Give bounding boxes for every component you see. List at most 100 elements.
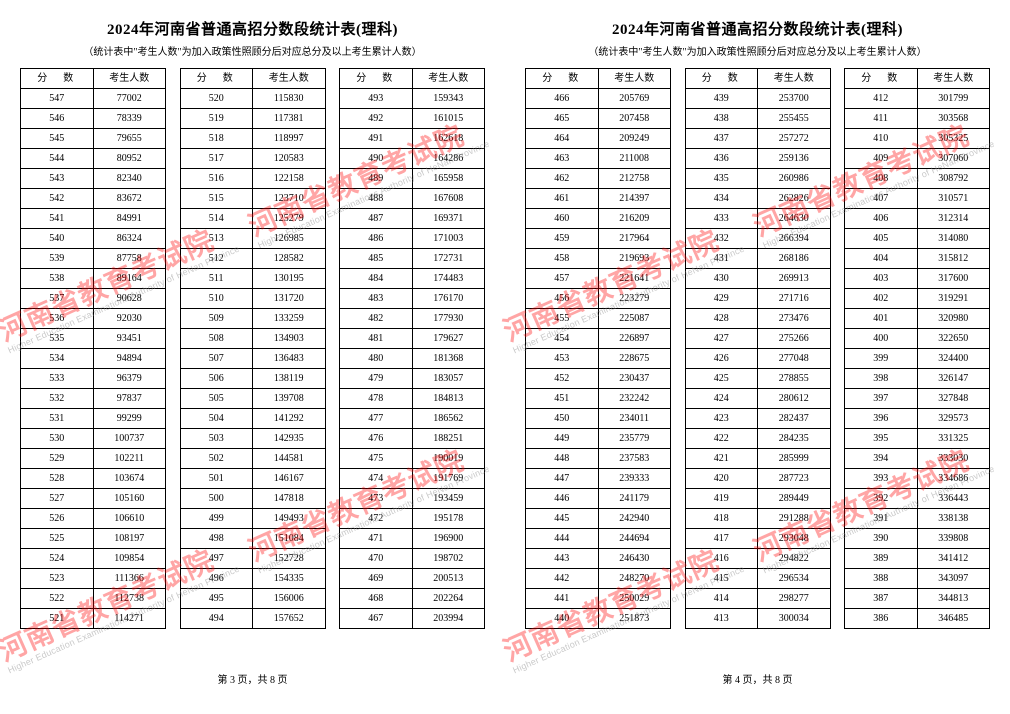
count-cell: 109854 <box>93 549 166 569</box>
table-row: 522112738 <box>21 589 166 609</box>
score-cell: 496 <box>180 569 253 589</box>
score-cell: 515 <box>180 189 253 209</box>
score-cell: 398 <box>845 369 918 389</box>
col-score-header: 分 数 <box>340 69 413 89</box>
col-count-header: 考生人数 <box>917 69 990 89</box>
table-row: 464209249 <box>526 129 671 149</box>
score-cell: 489 <box>340 169 413 189</box>
table-row: 402319291 <box>845 289 990 309</box>
score-cell: 419 <box>685 489 758 509</box>
table-row: 54777002 <box>21 89 166 109</box>
table-row: 514125279 <box>180 209 325 229</box>
table-row: 447239333 <box>526 469 671 489</box>
score-cell: 468 <box>340 589 413 609</box>
score-cell: 474 <box>340 469 413 489</box>
count-cell: 128582 <box>253 249 326 269</box>
score-cell: 423 <box>685 409 758 429</box>
count-cell: 315812 <box>917 249 990 269</box>
count-cell: 226897 <box>598 329 671 349</box>
table-row: 466205769 <box>526 89 671 109</box>
count-cell: 125279 <box>253 209 326 229</box>
count-cell: 346485 <box>917 609 990 629</box>
score-table: 分 数考生人数520115830519117381518118997517120… <box>180 68 326 629</box>
count-cell: 93451 <box>93 329 166 349</box>
table-row: 396329573 <box>845 409 990 429</box>
count-cell: 289449 <box>758 489 831 509</box>
score-cell: 528 <box>21 469 94 489</box>
count-cell: 141292 <box>253 409 326 429</box>
table-row: 529102211 <box>21 449 166 469</box>
count-cell: 151084 <box>253 529 326 549</box>
table-row: 483176170 <box>340 289 485 309</box>
page-title: 2024年河南省普通高招分数段统计表(理科) <box>20 18 485 39</box>
score-cell: 438 <box>685 109 758 129</box>
count-cell: 327848 <box>917 389 990 409</box>
score-cell: 460 <box>526 209 599 229</box>
table-row: 503142935 <box>180 429 325 449</box>
col-score-header: 分 数 <box>21 69 94 89</box>
table-row: 460216209 <box>526 209 671 229</box>
table-row: 53790628 <box>21 289 166 309</box>
count-cell: 112738 <box>93 589 166 609</box>
table-row: 54086324 <box>21 229 166 249</box>
score-cell: 430 <box>685 269 758 289</box>
count-cell: 255455 <box>758 109 831 129</box>
count-cell: 223279 <box>598 289 671 309</box>
table-row: 421285999 <box>685 449 830 469</box>
count-cell: 264630 <box>758 209 831 229</box>
score-cell: 461 <box>526 189 599 209</box>
table-row: 465207458 <box>526 109 671 129</box>
score-cell: 475 <box>340 449 413 469</box>
score-cell: 541 <box>21 209 94 229</box>
count-cell: 114271 <box>93 609 166 629</box>
score-cell: 534 <box>21 349 94 369</box>
count-cell: 139708 <box>253 389 326 409</box>
count-cell: 294822 <box>758 549 831 569</box>
table-row: 491162618 <box>340 129 485 149</box>
table-row: 453228675 <box>526 349 671 369</box>
table-row: 476188251 <box>340 429 485 449</box>
table-row: 461214397 <box>526 189 671 209</box>
score-cell: 519 <box>180 109 253 129</box>
count-cell: 329573 <box>917 409 990 429</box>
count-cell: 338138 <box>917 509 990 529</box>
count-cell: 336443 <box>917 489 990 509</box>
count-cell: 291288 <box>758 509 831 529</box>
score-cell: 538 <box>21 269 94 289</box>
count-cell: 339808 <box>917 529 990 549</box>
count-cell: 82340 <box>93 169 166 189</box>
count-cell: 232242 <box>598 389 671 409</box>
count-cell: 120583 <box>253 149 326 169</box>
score-cell: 529 <box>21 449 94 469</box>
count-cell: 83672 <box>93 189 166 209</box>
count-cell: 130195 <box>253 269 326 289</box>
count-cell: 86324 <box>93 229 166 249</box>
score-cell: 453 <box>526 349 599 369</box>
score-table: 分 数考生人数439253700438255455437257272436259… <box>685 68 831 629</box>
count-cell: 320980 <box>917 309 990 329</box>
count-cell: 181368 <box>412 349 485 369</box>
table-row: 415296534 <box>685 569 830 589</box>
score-cell: 480 <box>340 349 413 369</box>
count-cell: 100737 <box>93 429 166 449</box>
score-cell: 450 <box>526 409 599 429</box>
count-cell: 271716 <box>758 289 831 309</box>
score-table: 分 数考生人数493159343492161015491162618490164… <box>339 68 485 629</box>
score-cell: 546 <box>21 109 94 129</box>
table-row: 395331325 <box>845 429 990 449</box>
tables-row: 分 数考生人数547770025467833954579655544809525… <box>20 68 485 629</box>
table-row: 397327848 <box>845 389 990 409</box>
score-cell: 505 <box>180 389 253 409</box>
score-cell: 443 <box>526 549 599 569</box>
table-row: 517120583 <box>180 149 325 169</box>
count-cell: 253700 <box>758 89 831 109</box>
count-cell: 319291 <box>917 289 990 309</box>
table-row: 444244694 <box>526 529 671 549</box>
score-cell: 448 <box>526 449 599 469</box>
score-cell: 392 <box>845 489 918 509</box>
table-row: 451232242 <box>526 389 671 409</box>
score-cell: 396 <box>845 409 918 429</box>
score-cell: 429 <box>685 289 758 309</box>
score-cell: 498 <box>180 529 253 549</box>
score-cell: 402 <box>845 289 918 309</box>
